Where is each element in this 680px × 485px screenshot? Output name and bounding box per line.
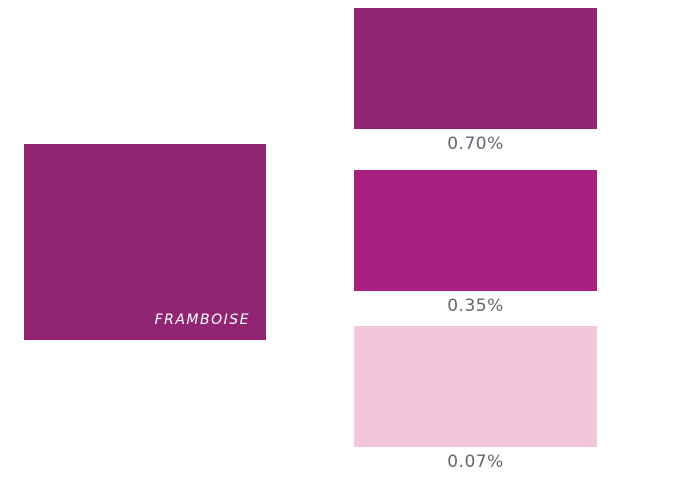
shade-item-2: 0.35% bbox=[354, 170, 597, 316]
shade-item-1: 0.70% bbox=[354, 8, 597, 154]
color-name-label: FRAMBOISE bbox=[154, 312, 250, 328]
shade-value-1: 0.70% bbox=[447, 134, 504, 154]
shade-swatch-2 bbox=[354, 170, 597, 291]
main-color-swatch: FRAMBOISE bbox=[24, 144, 266, 340]
shade-value-2: 0.35% bbox=[447, 296, 504, 316]
shade-item-3: 0.07% bbox=[354, 326, 597, 472]
shade-value-3: 0.07% bbox=[447, 452, 504, 472]
shade-swatch-1 bbox=[354, 8, 597, 129]
shade-swatch-3 bbox=[354, 326, 597, 447]
